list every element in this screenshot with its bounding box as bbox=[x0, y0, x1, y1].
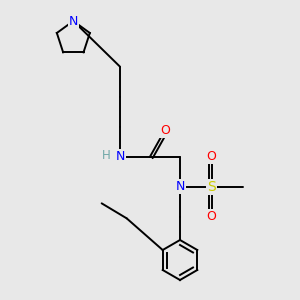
Text: N: N bbox=[175, 180, 185, 193]
Text: O: O bbox=[207, 150, 217, 163]
Text: H: H bbox=[102, 148, 110, 161]
Text: O: O bbox=[160, 124, 170, 136]
Text: O: O bbox=[207, 210, 217, 223]
Text: N: N bbox=[115, 150, 125, 163]
Text: N: N bbox=[69, 14, 78, 28]
Text: S: S bbox=[207, 180, 216, 194]
